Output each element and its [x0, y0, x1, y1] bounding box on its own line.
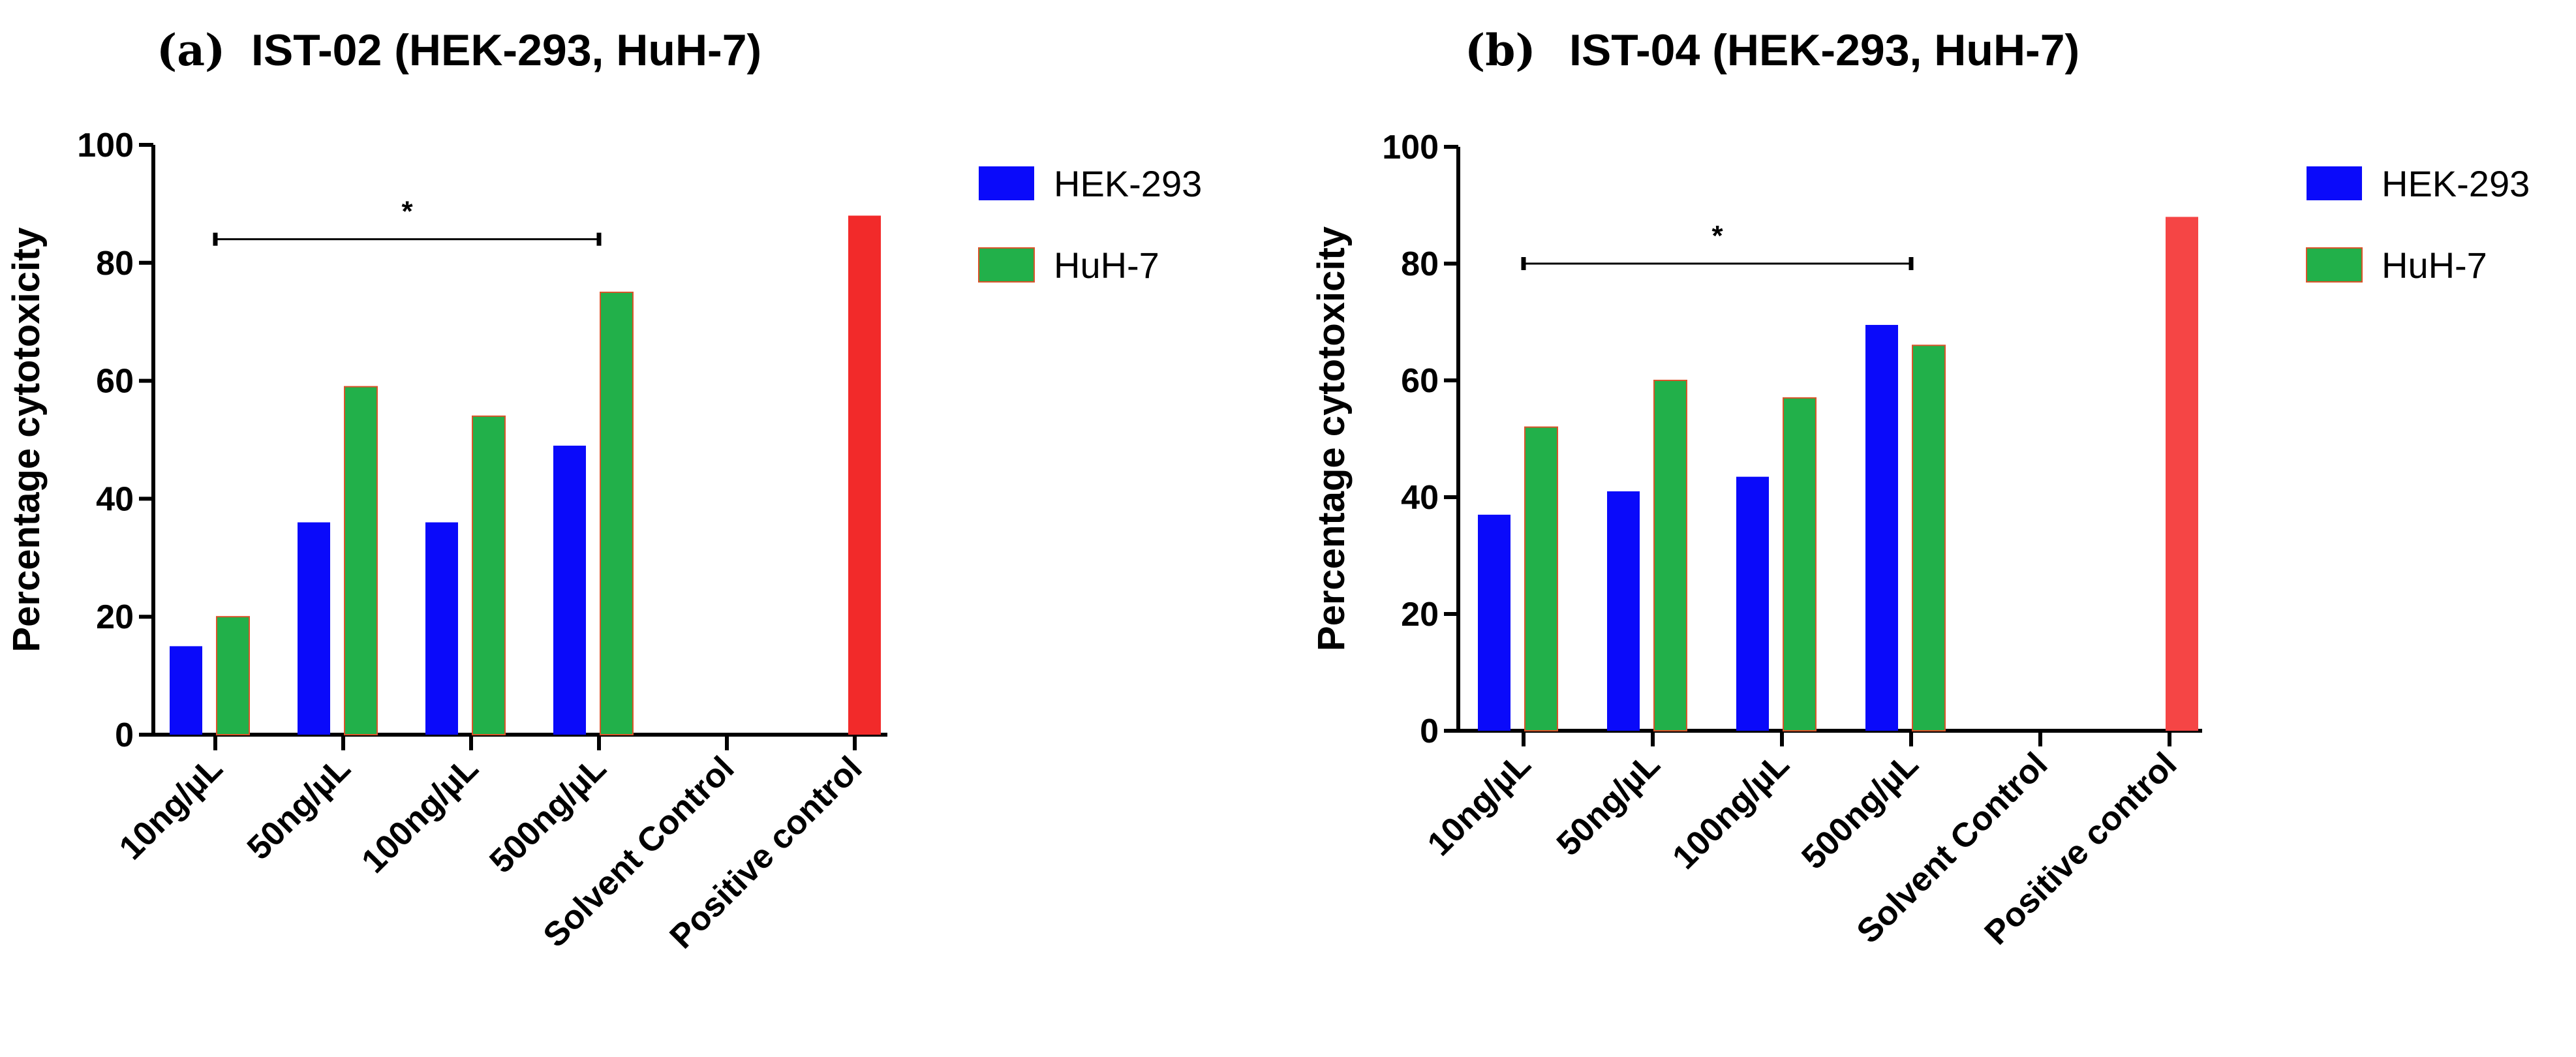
legend-swatch-huh-7: [978, 247, 1035, 283]
y-tick-label: 80: [1401, 245, 1439, 283]
y-tick-label: 20: [96, 598, 134, 636]
significance-star: *: [1711, 220, 1723, 252]
y-axis-title: Percentage cytotoxicity: [1310, 226, 1353, 651]
legend-label-hek-293: HEK-293: [1054, 163, 1202, 204]
bar-positive-control: [2166, 217, 2198, 731]
bar-huh-7: [1912, 345, 1946, 731]
y-tick-label: 60: [1401, 362, 1439, 400]
x-category-label: 10ng/µL: [112, 749, 230, 867]
panel-b-title: IST-04 (HEK-293, HuH-7): [1569, 25, 2079, 75]
y-tick-label: 20: [1401, 596, 1439, 634]
x-category-label: 50ng/µL: [1550, 745, 1668, 863]
bar-huh-7: [472, 415, 506, 736]
y-tick-label: 100: [1382, 129, 1439, 166]
panel-b-label: (b): [1465, 25, 1536, 76]
y-tick-label: 40: [1401, 479, 1439, 517]
bar-huh-7: [1524, 426, 1558, 731]
legend-swatch-hek-293: [2307, 166, 2362, 200]
bar-huh-7: [216, 616, 250, 736]
chart-panel-b: 0 20 40 60 80 100 Percentage cytotoxicity 10ng/…: [1310, 129, 2530, 952]
bar-huh-7: [1783, 397, 1817, 731]
x-category-label: 500ng/µL: [1794, 745, 1925, 876]
legend-swatch-hek-293: [979, 166, 1034, 200]
x-category-label: 100ng/µL: [1665, 745, 1796, 876]
legend-label-huh-7: HuH-7: [1054, 245, 1159, 286]
legend-swatch-huh-7: [2306, 247, 2363, 283]
chart-panel-a: 0 20 40 60 80 100 Percentage cytotoxicity 10ng/…: [5, 127, 1202, 956]
panel-a-label: (a): [157, 25, 225, 76]
bar-hek-293: [1865, 324, 1898, 731]
bar-positive-control: [848, 215, 881, 735]
x-category-label: 100ng/µL: [354, 749, 485, 880]
significance-star: *: [401, 196, 413, 228]
bar-hek-293: [425, 522, 458, 735]
bar-hek-293: [1607, 491, 1640, 731]
y-tick-label: 60: [96, 363, 134, 401]
y-tick-label: 80: [96, 245, 134, 283]
bar-huh-7: [344, 386, 378, 735]
bar-hek-293: [1478, 514, 1510, 731]
bar-hek-293: [298, 522, 330, 735]
y-tick-label: 0: [1420, 712, 1439, 750]
x-category-label: 10ng/µL: [1420, 745, 1539, 863]
y-tick-label: 0: [115, 716, 134, 754]
y-tick-label: 40: [96, 480, 134, 518]
legend-label-hek-293: HEK-293: [2382, 163, 2530, 204]
bar-hek-293: [170, 646, 202, 735]
bar-hek-293: [553, 446, 586, 735]
bar-huh-7: [1653, 380, 1687, 731]
legend-label-huh-7: HuH-7: [2382, 245, 2487, 286]
x-category-label: 500ng/µL: [482, 749, 613, 880]
bar-huh-7: [600, 292, 634, 735]
bar-hek-293: [1736, 476, 1769, 731]
y-axis-title: Percentage cytotoxicity: [5, 227, 48, 652]
x-category-label: 50ng/µL: [240, 749, 358, 867]
panel-a-title: IST-02 (HEK-293, HuH-7): [251, 25, 761, 75]
y-tick-label: 100: [77, 127, 134, 164]
